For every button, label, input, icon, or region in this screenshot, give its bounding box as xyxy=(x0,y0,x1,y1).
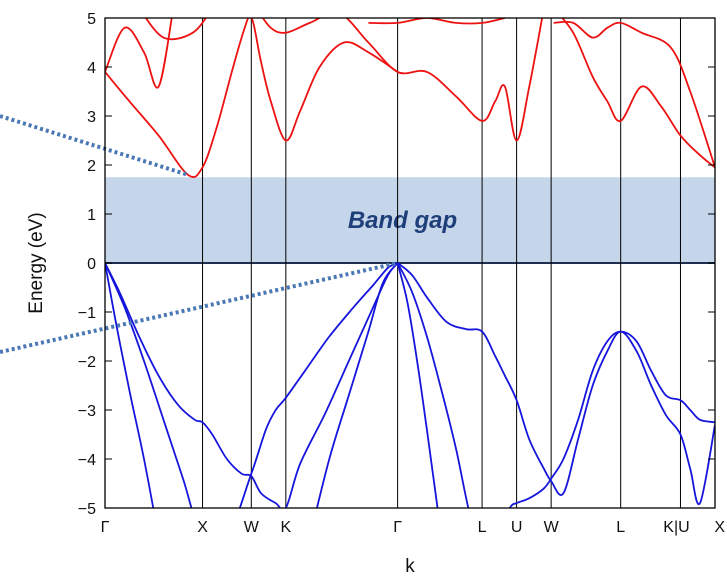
y-axis-title: Energy (eV) xyxy=(26,212,47,313)
vbm-pointer-line xyxy=(0,261,399,354)
valence-band-line-13 xyxy=(396,262,715,508)
y-tick-label: −1 xyxy=(78,305,96,322)
y-tick-label: 4 xyxy=(87,60,96,77)
band-gap-label: Band gap xyxy=(348,207,457,234)
y-tick-label: 5 xyxy=(87,11,96,28)
k-point-label: L xyxy=(478,519,487,536)
y-tick-label: −5 xyxy=(78,501,96,518)
k-point-label: X xyxy=(714,519,725,536)
k-point-label: Γ xyxy=(101,519,110,536)
k-point-label: W xyxy=(244,519,260,536)
valence-band-line-8 xyxy=(105,262,399,508)
x-axis-title: k xyxy=(405,556,415,577)
conduction-band-line-0 xyxy=(105,18,249,178)
conduction-band-line-5 xyxy=(368,18,506,25)
y-tick-label: 3 xyxy=(87,109,96,126)
conduction-band-line-1 xyxy=(105,18,173,89)
conduction-band-line-7 xyxy=(553,20,715,168)
valence-band-line-14 xyxy=(396,262,439,508)
valence-band-line-9 xyxy=(105,262,399,508)
k-point-label: K|U xyxy=(663,519,689,536)
conduction-band-line-6 xyxy=(561,18,715,169)
k-point-label: Γ xyxy=(393,519,402,536)
conduction-band-line-4 xyxy=(261,18,544,142)
conduction-band-line-3 xyxy=(250,18,399,142)
y-tick-label: 0 xyxy=(87,256,96,273)
k-point-label: U xyxy=(511,519,523,536)
valence-band-line-10 xyxy=(105,262,155,508)
k-point-label: L xyxy=(616,519,625,536)
y-tick-label: −4 xyxy=(78,452,96,469)
valence-band-line-12 xyxy=(397,262,715,506)
conduction-band-line-2 xyxy=(144,18,207,41)
y-tick-label: −3 xyxy=(78,403,96,420)
y-tick-label: 2 xyxy=(87,158,96,175)
k-point-label: X xyxy=(197,519,208,536)
y-tick-label: 1 xyxy=(87,207,96,224)
valence-band-line-11 xyxy=(316,262,399,508)
k-point-label: W xyxy=(544,519,560,536)
k-point-label: K xyxy=(280,519,291,536)
band-gap-region xyxy=(105,177,715,263)
y-tick-label: −2 xyxy=(78,354,96,371)
cbm-pointer-line xyxy=(0,114,189,177)
